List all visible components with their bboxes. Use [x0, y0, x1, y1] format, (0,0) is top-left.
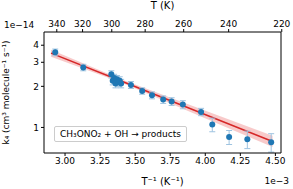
html-text:CH₃ONO₂ + OH → products: CH₃ONO₂ + OH → products — [60, 129, 181, 139]
svg-text:3.25: 3.25 — [90, 156, 110, 166]
svg-text:k₄ (cm³ molecule⁻¹ s⁻¹): k₄ (cm³ molecule⁻¹ s⁻¹) — [8, 40, 11, 144]
svg-text:4: 4 — [33, 40, 39, 50]
svg-text:2: 2 — [33, 82, 39, 92]
html-text:1e−14: 1e−14 — [4, 20, 35, 30]
svg-text:T (K): T (K) — [150, 0, 175, 11]
svg-text:300: 300 — [103, 19, 120, 29]
svg-text:T⁻¹ (K⁻¹): T⁻¹ (K⁻¹) — [140, 176, 183, 187]
svg-text:320: 320 — [74, 19, 91, 29]
svg-text:340: 340 — [48, 19, 65, 29]
svg-text:4.50: 4.50 — [265, 156, 285, 166]
svg-text:1: 1 — [33, 123, 39, 133]
svg-text:280: 280 — [137, 19, 154, 29]
svg-text:3.75: 3.75 — [160, 156, 180, 166]
html-text:1e−3: 1e−3 — [264, 176, 289, 186]
svg-text:3.00: 3.00 — [55, 156, 75, 166]
svg-text:3: 3 — [33, 57, 39, 67]
svg-text:4.00: 4.00 — [195, 156, 215, 166]
svg-text:3.50: 3.50 — [125, 156, 145, 166]
svg-text:4.25: 4.25 — [230, 156, 250, 166]
svg-text:260: 260 — [175, 19, 192, 29]
svg-text:240: 240 — [220, 19, 237, 29]
svg-text:220: 220 — [273, 19, 285, 29]
